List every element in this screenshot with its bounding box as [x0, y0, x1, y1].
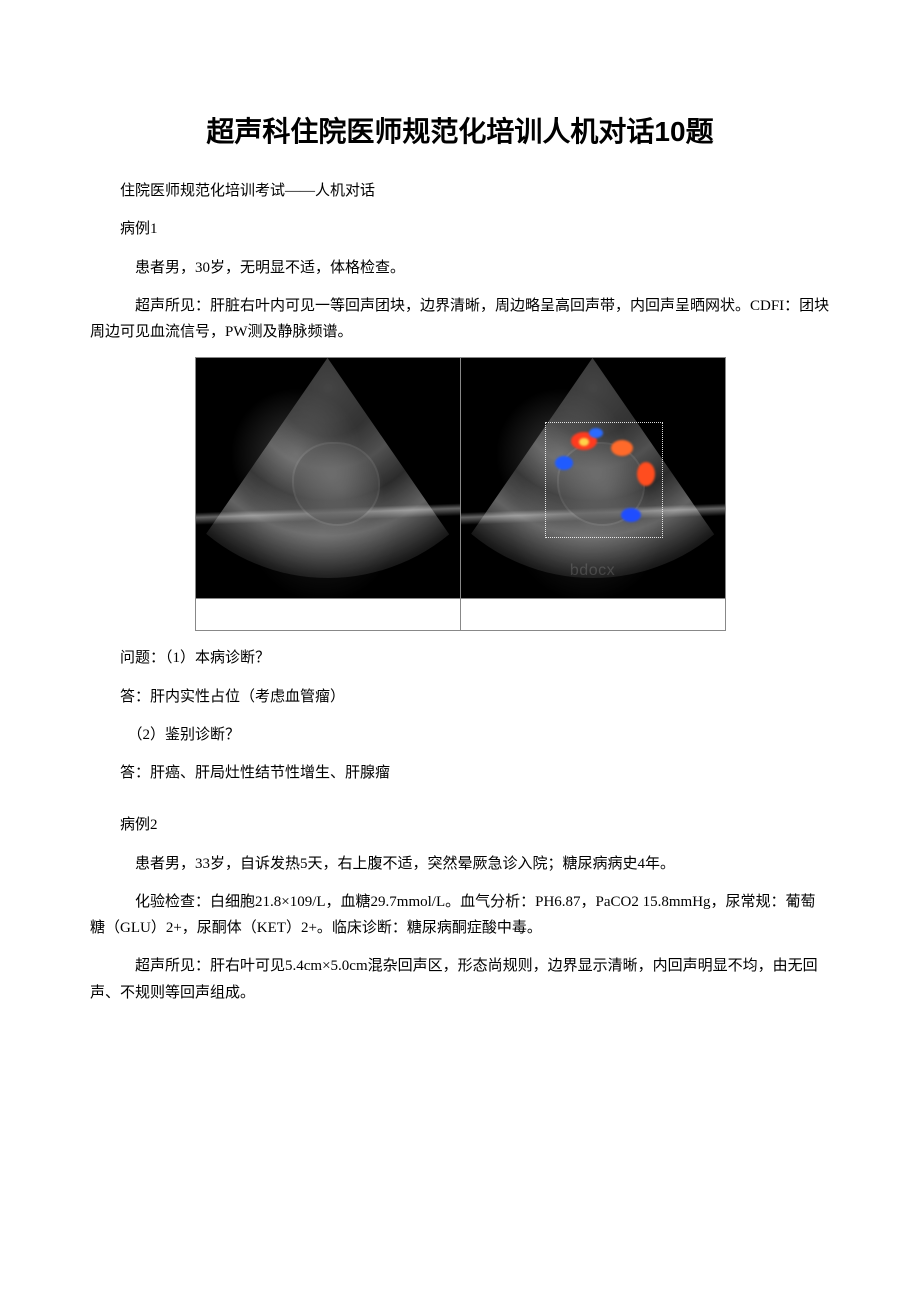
case1-a2: 答：肝癌、肝局灶性结节性增生、肝腺瘤 [90, 760, 830, 786]
case1-header: 病例1 [90, 216, 830, 242]
doppler-red-signal [611, 440, 633, 456]
case1-findings: 超声所见：肝脏右叶内可见一等回声团块，边界清晰，周边略呈高回声带，内回声呈晒网状… [90, 293, 830, 346]
image-caption-left [195, 599, 460, 631]
case2-findings: 超声所见：肝右叶可见5.4cm×5.0cm混杂回声区，形态尚规则，边界显示清晰，… [90, 953, 830, 1006]
case1-a1: 答：肝内实性占位（考虑血管瘤） [90, 684, 830, 710]
image-caption-right [460, 599, 725, 631]
case2-patient: 患者男，33岁，自诉发热5天，右上腹不适，突然晕厥急诊入院；糖尿病病史4年。 [90, 851, 830, 877]
intro-text: 住院医师规范化培训考试——人机对话 [90, 178, 830, 204]
ultrasound-image-table: bdocx [195, 357, 726, 631]
ultrasound-bmode-left [196, 358, 460, 598]
case1-patient: 患者男，30岁，无明显不适，体格检查。 [90, 255, 830, 281]
page-title: 超声科住院医师规范化培训人机对话10题 [90, 110, 830, 150]
case1-q1: 问题：（1）本病诊断？ [90, 645, 830, 671]
doppler-red-signal [637, 462, 655, 486]
case1-q2: （2）鉴别诊断？ [90, 722, 830, 748]
ultrasound-cdfi-right: bdocx [461, 358, 725, 598]
doppler-yellow-signal [579, 438, 589, 446]
doppler-blue-signal [589, 428, 603, 438]
doppler-blue-signal [621, 508, 641, 522]
watermark-text: bdocx [570, 562, 615, 580]
doppler-blue-signal [555, 456, 573, 470]
case1-ultrasound-images: bdocx [90, 357, 830, 631]
case2-header: 病例2 [90, 812, 830, 838]
case2-lab: 化验检查：白细胞21.8×109/L，血糖29.7mmol/L。血气分析：PH6… [90, 889, 830, 942]
